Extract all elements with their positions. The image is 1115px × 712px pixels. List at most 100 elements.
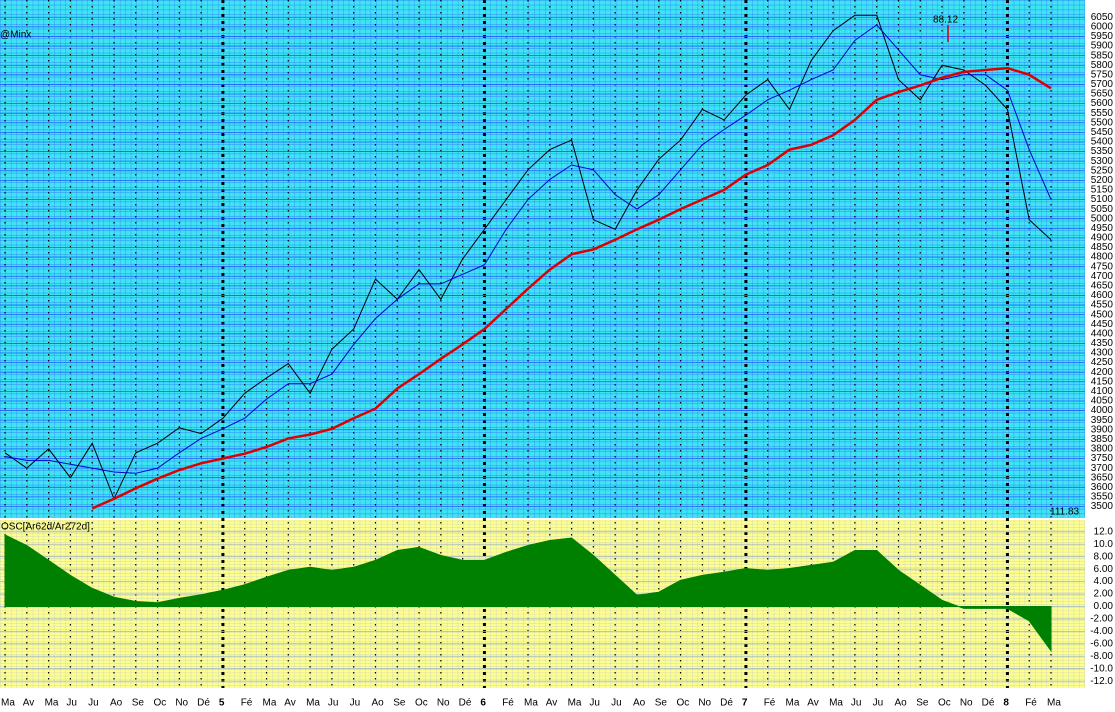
y-tick-label: 4500	[1091, 309, 1114, 320]
x-tick-label: Ao	[633, 698, 646, 709]
y-tick-label: 6.00	[1094, 564, 1114, 575]
y-tick-label: 3550	[1091, 492, 1114, 503]
x-tick-label: Av	[284, 698, 296, 709]
y-tick-label: 4250	[1091, 357, 1114, 368]
y-tick-label: 10.0	[1094, 539, 1114, 550]
annotation: 111.83	[1050, 507, 1080, 518]
series-line	[4, 24, 1052, 474]
y-tick-label: 5950	[1091, 31, 1114, 42]
price-panel	[0, 0, 1085, 518]
x-tick-label: Oc	[154, 698, 167, 709]
y-tick-label: 5800	[1091, 60, 1114, 71]
x-tick-label: Ma	[524, 698, 538, 709]
y-tick-label: -6.00	[1090, 638, 1113, 649]
y-tick-label: 4100	[1091, 386, 1114, 397]
y-tick-label: 5650	[1091, 89, 1114, 100]
y-tick-label: 5000	[1091, 213, 1114, 224]
y-tick-label: 4700	[1091, 271, 1114, 282]
y-tick-label: 5500	[1091, 117, 1114, 128]
y-tick-label: 4300	[1091, 348, 1114, 359]
x-tick-label: Ma	[306, 698, 320, 709]
y-tick-label: 5100	[1091, 194, 1114, 205]
y-tick-label: 5150	[1091, 185, 1114, 196]
x-tick-label: 5	[219, 698, 225, 709]
y-tick-label: -12.0	[1090, 676, 1113, 687]
y-tick-label: -2.00	[1090, 614, 1113, 625]
y-tick-label: 4000	[1091, 405, 1114, 416]
x-tick-label: Dé	[197, 698, 210, 709]
y-tick-label: 5750	[1091, 69, 1114, 80]
y-tick-label: 4650	[1091, 280, 1114, 291]
annotation: 88.12	[933, 15, 958, 26]
y-tick-label: 6000	[1091, 21, 1114, 32]
x-tick-label: Fé	[502, 698, 514, 709]
y-tick-label: 5400	[1091, 137, 1114, 148]
oscillator-title: OSC[Ar62d/Ar272d]	[1, 522, 90, 533]
x-tick-label: Ju	[851, 698, 862, 709]
y-tick-label: 3650	[1091, 472, 1114, 483]
x-tick-label: Fé	[764, 698, 776, 709]
x-tick-label: No	[698, 698, 711, 709]
y-tick-label: 5850	[1091, 50, 1114, 61]
y-tick-label: 3950	[1091, 415, 1114, 426]
series-line	[4, 14, 1052, 501]
x-tick-label: Ma	[568, 698, 582, 709]
y-tick-label: -10.0	[1090, 663, 1113, 674]
y-tick-label: 5700	[1091, 79, 1114, 90]
x-tick-label: Av	[23, 698, 34, 709]
oscillator-area	[4, 534, 1052, 653]
y-tick-label: 8.00	[1094, 551, 1114, 562]
y-tick-label: -4.00	[1090, 626, 1113, 637]
y-tick-label: 5200	[1091, 175, 1114, 186]
price-title: @Minx	[0, 30, 31, 41]
x-tick-label: Ma	[829, 698, 843, 709]
x-tick-label: Av	[546, 698, 558, 709]
x-tick-label: Se	[393, 698, 406, 709]
x-tick-label: Ao	[110, 698, 123, 709]
x-tick-label: No	[960, 698, 973, 709]
y-tick-label: 5550	[1091, 108, 1114, 119]
x-tick-label: Fé	[1025, 698, 1037, 709]
y-tick-label: -8.00	[1090, 651, 1113, 662]
y-tick-label: 3500	[1091, 501, 1114, 512]
y-tick-label: 3750	[1091, 453, 1114, 464]
x-tick-label: Ju	[611, 698, 622, 709]
y-tick-label: 4550	[1091, 300, 1114, 311]
y-tick-label: 4200	[1091, 367, 1114, 378]
x-tick-label: Dé	[720, 698, 733, 709]
y-tick-label: 6050	[1091, 12, 1114, 23]
x-tick-label: Se	[916, 698, 929, 709]
x-tick-label: Ma	[786, 698, 800, 709]
x-tick-label: 8	[1003, 698, 1009, 709]
x-tick-label: Ao	[371, 698, 384, 709]
y-tick-label: 3900	[1091, 424, 1114, 435]
x-tick-label: Ju	[66, 698, 77, 709]
y-tick-label: 12.0	[1094, 526, 1114, 537]
y-tick-label: 3850	[1091, 434, 1114, 445]
y-tick-label: 4150	[1091, 376, 1114, 387]
x-tick-label: Ju	[88, 698, 99, 709]
y-tick-label: 5450	[1091, 127, 1114, 138]
y-tick-label: 2.00	[1094, 589, 1114, 600]
x-tick-label: 7	[742, 698, 748, 709]
y-tick-label: 3600	[1091, 482, 1114, 493]
y-tick-label: 5050	[1091, 204, 1114, 215]
y-tick-label: 4450	[1091, 319, 1114, 330]
x-tick-label: No	[175, 698, 188, 709]
y-tick-label: 4850	[1091, 242, 1114, 253]
x-tick-label: Ma	[263, 698, 277, 709]
y-tick-label: 4400	[1091, 328, 1114, 339]
x-tick-label: Ju	[328, 698, 339, 709]
y-tick-label: 4950	[1091, 223, 1114, 234]
x-tick-label: Se	[655, 698, 668, 709]
x-tick-label: Ma	[45, 698, 59, 709]
y-tick-label: 4050	[1091, 396, 1114, 407]
x-tick-label: Ma	[1, 698, 15, 709]
x-tick-label: Ju	[873, 698, 884, 709]
y-tick-label: 4750	[1091, 261, 1114, 272]
x-tick-label: No	[437, 698, 450, 709]
y-tick-label: 5250	[1091, 165, 1114, 176]
x-tick-label: Oc	[415, 698, 428, 709]
series-line	[91, 66, 1052, 510]
